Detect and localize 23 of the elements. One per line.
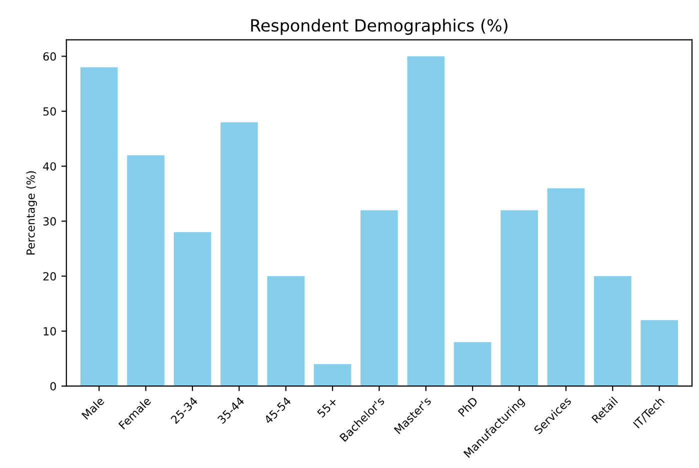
bar [314, 364, 352, 386]
bar [594, 276, 632, 386]
x-tick-label: 55+ [316, 396, 338, 418]
y-tick-label: 40 [43, 162, 56, 171]
bar [640, 320, 678, 386]
bar [220, 122, 258, 386]
bar [127, 155, 164, 386]
bar [454, 342, 492, 386]
bar [360, 210, 398, 386]
bar [547, 188, 585, 386]
bar [500, 210, 538, 386]
bar [407, 56, 445, 386]
bar [80, 67, 118, 386]
y-tick-label: 30 [43, 217, 56, 226]
y-tick-label: 0 [50, 382, 56, 390]
y-tick-label: 10 [44, 327, 56, 336]
bar [267, 276, 305, 386]
y-axis-title: Percentage (%) [26, 171, 37, 254]
bar [174, 232, 212, 386]
y-tick-label: 20 [43, 272, 56, 281]
y-tick-label: 60 [43, 52, 56, 61]
chart-title: Respondent Demographics (%) [251, 18, 508, 35]
y-tick-label: 50 [43, 107, 56, 116]
